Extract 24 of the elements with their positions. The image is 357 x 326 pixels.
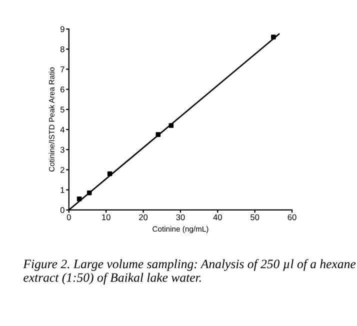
y-tick-label: 8 bbox=[60, 46, 64, 52]
x-tick-label: 20 bbox=[139, 214, 148, 220]
y-tick-label: 1 bbox=[60, 187, 64, 193]
point bbox=[76, 196, 82, 202]
point bbox=[168, 123, 174, 128]
point bbox=[271, 34, 276, 40]
x-tick-label: 40 bbox=[213, 214, 222, 220]
x-tick-label: 50 bbox=[250, 214, 260, 220]
point bbox=[156, 132, 161, 137]
y-tick-label: 0 bbox=[60, 207, 64, 214]
x-tick-label: 0 bbox=[66, 214, 71, 220]
y-tick-label: 3 bbox=[60, 146, 64, 153]
caption: Figure 2. Large volume sampling: Analysis of 250 µl of a hexane extract (1:50) of Baikal lake water. bbox=[23, 259, 356, 284]
y-tick-label: 2 bbox=[60, 166, 64, 173]
point bbox=[107, 171, 112, 176]
point bbox=[86, 190, 92, 196]
y-tick-label: 7 bbox=[60, 66, 64, 72]
y-tick-label: 5 bbox=[60, 106, 64, 113]
y-tick-label: 6 bbox=[60, 86, 64, 92]
x-tick-label: 30 bbox=[176, 214, 185, 220]
x-tick-label: 10 bbox=[102, 214, 110, 220]
y-tick-label: 9 bbox=[60, 26, 64, 32]
y-tick-label: 4 bbox=[60, 126, 64, 133]
x-tick-label: 60 bbox=[288, 214, 296, 220]
